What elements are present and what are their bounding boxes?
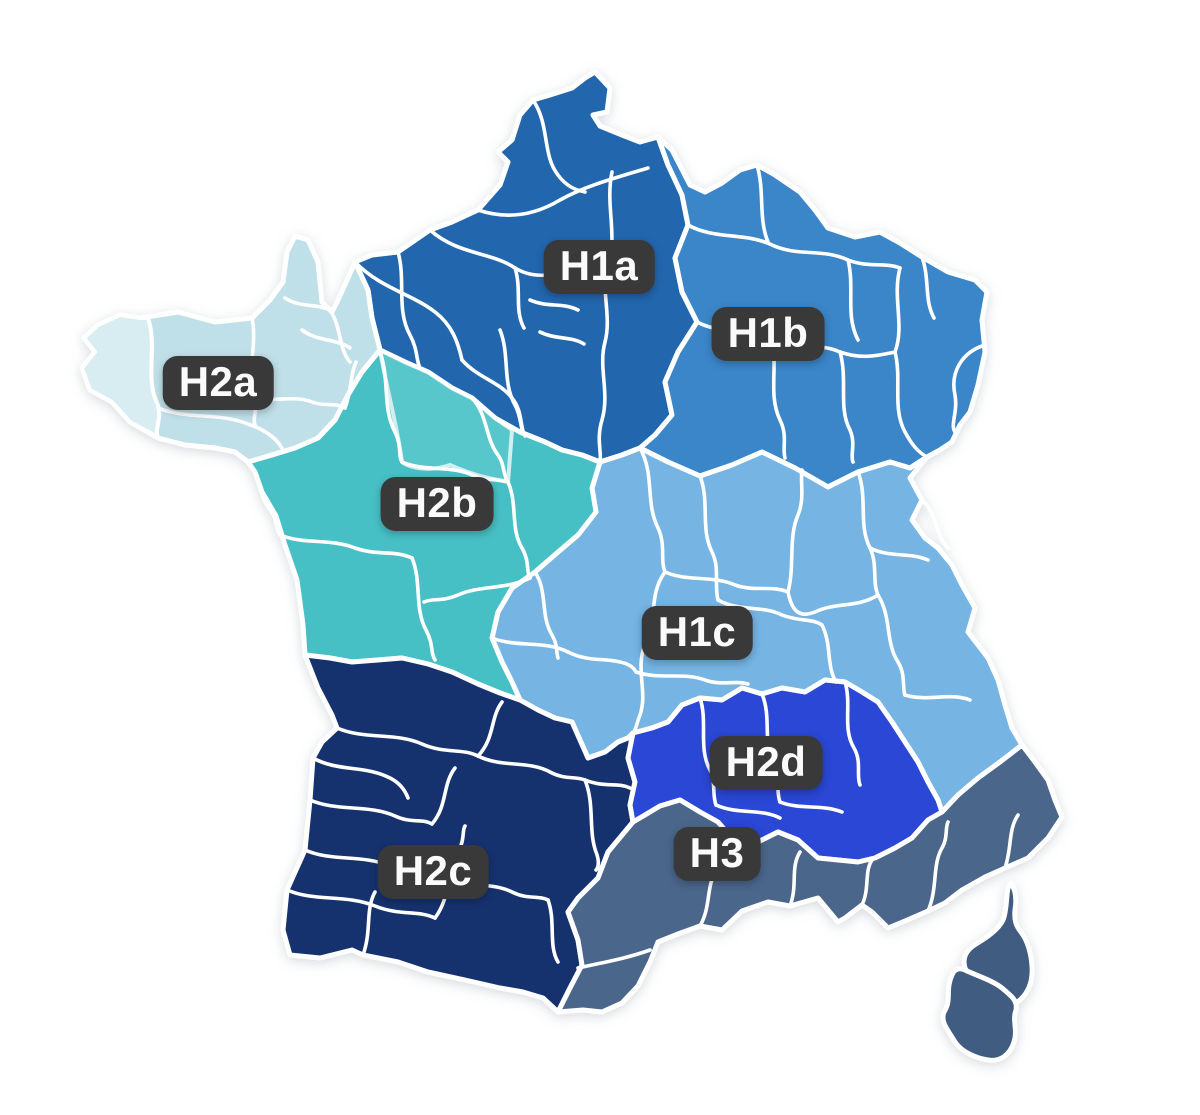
zone-label-h1c: H1c [641, 605, 753, 661]
zone-label-h2c: H2c [377, 844, 489, 900]
finistere-tint-patch [80, 313, 162, 439]
zone-label-h2a: H2a [162, 355, 274, 411]
zone-label-h1b: H1b [711, 306, 825, 362]
zone-label-h3: H3 [673, 826, 761, 882]
zone-h3-corsica-south [940, 966, 1019, 1063]
zone-h3-region [555, 742, 1065, 1015]
department-border-lines [146, 98, 1020, 970]
zone-label-h2b: H2b [380, 476, 494, 532]
zone-label-h2d: H2d [709, 735, 823, 791]
zone-label-h1a: H1a [543, 239, 655, 295]
